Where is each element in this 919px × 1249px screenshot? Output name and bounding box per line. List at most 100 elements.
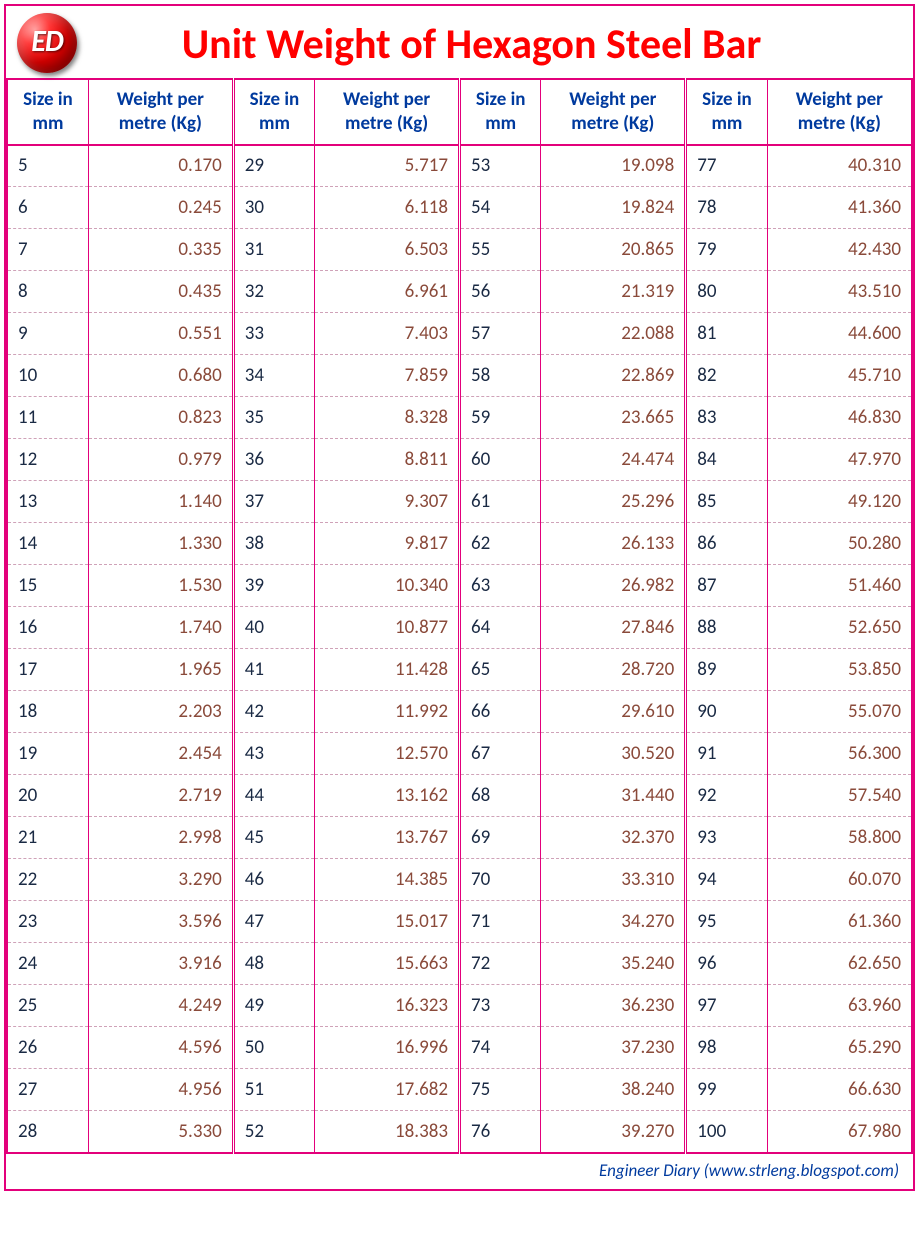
cell-weight: 63.960 (767, 985, 912, 1027)
cell-size: 13 (7, 481, 88, 523)
cell-weight: 21.319 (541, 271, 686, 313)
cell-weight: 7.859 (315, 355, 460, 397)
cell-weight: 3.290 (88, 859, 233, 901)
cell-weight: 61.360 (767, 901, 912, 943)
table-row: 131.140379.3076125.2968549.120 (7, 481, 912, 523)
cell-size: 15 (7, 565, 88, 607)
cell-weight: 60.070 (767, 859, 912, 901)
cell-size: 56 (459, 271, 540, 313)
cell-weight: 2.454 (88, 733, 233, 775)
cell-weight: 5.330 (88, 1111, 233, 1153)
cell-size: 29 (233, 145, 314, 187)
cell-weight: 57.540 (767, 775, 912, 817)
table-row: 202.7194413.1626831.4409257.540 (7, 775, 912, 817)
cell-size: 38 (233, 523, 314, 565)
cell-size: 83 (686, 397, 767, 439)
cell-weight: 51.460 (767, 565, 912, 607)
cell-weight: 2.998 (88, 817, 233, 859)
cell-size: 28 (7, 1111, 88, 1153)
cell-weight: 31.440 (541, 775, 686, 817)
table-row: 171.9654111.4286528.7208953.850 (7, 649, 912, 691)
cell-weight: 1.740 (88, 607, 233, 649)
cell-weight: 11.428 (315, 649, 460, 691)
table-row: 120.979368.8116024.4748447.970 (7, 439, 912, 481)
cell-weight: 8.811 (315, 439, 460, 481)
cell-size: 53 (459, 145, 540, 187)
cell-weight: 4.956 (88, 1069, 233, 1111)
cell-weight: 6.503 (315, 229, 460, 271)
cell-weight: 6.961 (315, 271, 460, 313)
cell-weight: 1.965 (88, 649, 233, 691)
cell-weight: 66.630 (767, 1069, 912, 1111)
cell-weight: 53.850 (767, 649, 912, 691)
cell-size: 100 (686, 1111, 767, 1153)
table-row: 243.9164815.6637235.2409662.650 (7, 943, 912, 985)
cell-size: 81 (686, 313, 767, 355)
weight-table: Size in mm Weight per metre (Kg) Size in… (6, 78, 913, 1154)
logo: ED (16, 12, 80, 76)
cell-size: 96 (686, 943, 767, 985)
cell-weight: 28.720 (541, 649, 686, 691)
cell-size: 62 (459, 523, 540, 565)
col-header-size: Size in mm (233, 79, 314, 145)
cell-size: 57 (459, 313, 540, 355)
cell-weight: 14.385 (315, 859, 460, 901)
cell-size: 70 (459, 859, 540, 901)
cell-size: 54 (459, 187, 540, 229)
cell-weight: 16.323 (315, 985, 460, 1027)
cell-weight: 58.800 (767, 817, 912, 859)
cell-size: 55 (459, 229, 540, 271)
cell-weight: 39.270 (541, 1111, 686, 1153)
cell-size: 17 (7, 649, 88, 691)
cell-weight: 30.520 (541, 733, 686, 775)
cell-weight: 44.600 (767, 313, 912, 355)
cell-size: 12 (7, 439, 88, 481)
cell-size: 48 (233, 943, 314, 985)
cell-size: 94 (686, 859, 767, 901)
cell-weight: 1.330 (88, 523, 233, 565)
cell-size: 18 (7, 691, 88, 733)
cell-weight: 0.680 (88, 355, 233, 397)
logo-text: ED (31, 23, 63, 60)
cell-size: 89 (686, 649, 767, 691)
cell-weight: 9.817 (315, 523, 460, 565)
cell-size: 34 (233, 355, 314, 397)
cell-weight: 26.982 (541, 565, 686, 607)
cell-size: 60 (459, 439, 540, 481)
cell-weight: 6.118 (315, 187, 460, 229)
cell-weight: 3.596 (88, 901, 233, 943)
cell-size: 75 (459, 1069, 540, 1111)
cell-size: 80 (686, 271, 767, 313)
cell-weight: 17.682 (315, 1069, 460, 1111)
cell-size: 11 (7, 397, 88, 439)
cell-size: 5 (7, 145, 88, 187)
table-row: 70.335316.5035520.8657942.430 (7, 229, 912, 271)
logo-ball-icon: ED (17, 13, 77, 73)
cell-size: 23 (7, 901, 88, 943)
cell-size: 46 (233, 859, 314, 901)
cell-size: 88 (686, 607, 767, 649)
cell-weight: 0.245 (88, 187, 233, 229)
cell-size: 77 (686, 145, 767, 187)
cell-size: 90 (686, 691, 767, 733)
table-row: 60.245306.1185419.8247841.360 (7, 187, 912, 229)
header: ED Unit Weight of Hexagon Steel Bar (6, 6, 913, 78)
table-row: 192.4544312.5706730.5209156.300 (7, 733, 912, 775)
col-header-weight: Weight per metre (Kg) (541, 79, 686, 145)
table-row: 212.9984513.7676932.3709358.800 (7, 817, 912, 859)
table-row: 90.551337.4035722.0888144.600 (7, 313, 912, 355)
cell-size: 19 (7, 733, 88, 775)
cell-weight: 65.290 (767, 1027, 912, 1069)
cell-size: 35 (233, 397, 314, 439)
cell-size: 49 (233, 985, 314, 1027)
cell-weight: 8.328 (315, 397, 460, 439)
page-frame: ED Unit Weight of Hexagon Steel Bar Size… (4, 4, 915, 1191)
cell-weight: 15.663 (315, 943, 460, 985)
cell-size: 45 (233, 817, 314, 859)
cell-weight: 41.360 (767, 187, 912, 229)
cell-size: 21 (7, 817, 88, 859)
cell-weight: 2.719 (88, 775, 233, 817)
footer-credit: Engineer Diary (www.strleng.blogspot.com… (6, 1154, 913, 1189)
cell-weight: 7.403 (315, 313, 460, 355)
cell-size: 68 (459, 775, 540, 817)
